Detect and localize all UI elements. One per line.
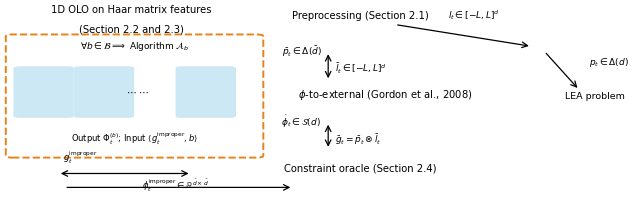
Text: (Section 2.2 and 2.3): (Section 2.2 and 2.3) — [79, 25, 184, 35]
Text: $\phi_t^{\mathrm{improper}} \in \mathbb{R}^{\bar{d}\times \bar{d}}$: $\phi_t^{\mathrm{improper}} \in \mathbb{… — [142, 178, 209, 194]
Text: $\forall b \in \mathcal{B} \Longrightarrow$ Algorithm $\mathcal{A}_b$: $\forall b \in \mathcal{B} \Longrightarr… — [79, 40, 189, 53]
Text: $\bar{l}_t \in [-L,L]^d$: $\bar{l}_t \in [-L,L]^d$ — [335, 62, 387, 76]
Text: $\bar{g}_t = \bar{p}_t \otimes \bar{l}_t$: $\bar{g}_t = \bar{p}_t \otimes \bar{l}_t… — [335, 132, 381, 147]
Text: $g_t^{\mathrm{improper}}$: $g_t^{\mathrm{improper}}$ — [63, 149, 97, 166]
Text: 1D OLO on Haar matrix features: 1D OLO on Haar matrix features — [51, 5, 211, 15]
Text: $\bar{p}_t \in \Delta(\bar{d})$: $\bar{p}_t \in \Delta(\bar{d})$ — [282, 44, 322, 59]
FancyBboxPatch shape — [74, 66, 134, 118]
Text: $l_t \in [-L,L]^d$: $l_t \in [-L,L]^d$ — [449, 8, 500, 22]
Text: $p_t \in \Delta(d)$: $p_t \in \Delta(d)$ — [589, 56, 629, 69]
Text: $\phi$-to-external (Gordon et al., 2008): $\phi$-to-external (Gordon et al., 2008) — [298, 88, 473, 102]
Text: LEA problem: LEA problem — [565, 92, 625, 101]
FancyBboxPatch shape — [13, 66, 74, 118]
FancyBboxPatch shape — [175, 66, 236, 118]
Text: Preprocessing (Section 2.1): Preprocessing (Section 2.1) — [292, 11, 428, 21]
Text: Constraint oracle (Section 2.4): Constraint oracle (Section 2.4) — [284, 164, 436, 174]
Text: Output $\Phi_t^{(b)}$; Input $\langle g_t^{\mathrm{improper}}, b\rangle$: Output $\Phi_t^{(b)}$; Input $\langle g_… — [71, 131, 198, 147]
Text: $\dot{\phi}_t \in \mathcal{S}(d)$: $\dot{\phi}_t \in \mathcal{S}(d)$ — [281, 114, 321, 130]
Text: $\cdots\ \cdots$: $\cdots\ \cdots$ — [125, 87, 149, 97]
